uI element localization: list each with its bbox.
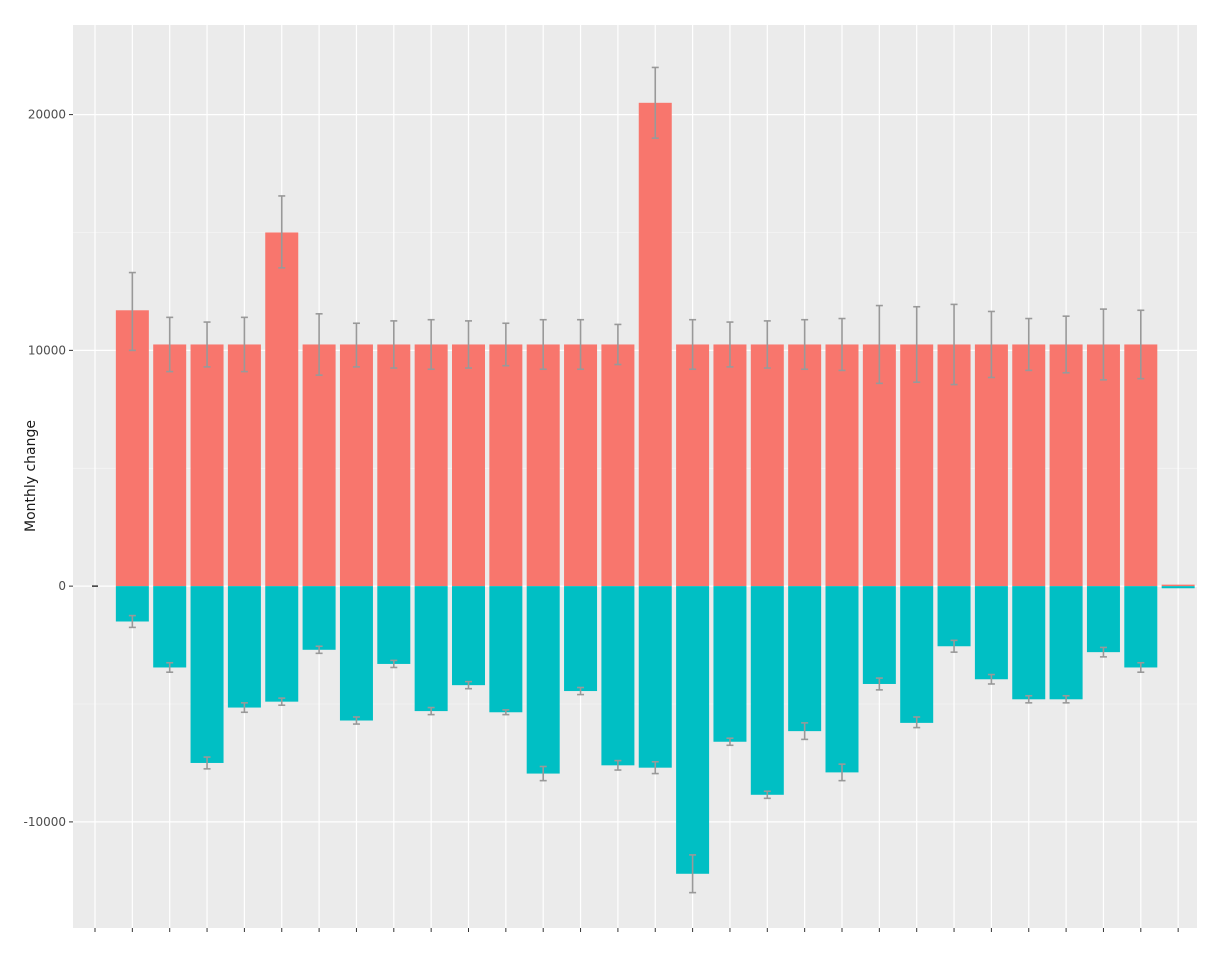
bar-negative (265, 586, 299, 702)
y-tick-label: 10000 (28, 343, 66, 357)
bar-negative (339, 586, 373, 721)
y-axis-title: Monthly change (23, 420, 39, 532)
error-bars (128, 66, 1145, 894)
bar-negative (900, 586, 934, 723)
bar-positive (190, 344, 224, 587)
bar-positive (339, 344, 373, 587)
bar-positive (1086, 344, 1120, 587)
bar-negative (825, 586, 859, 773)
bars (92, 102, 1195, 874)
bar-negative (377, 586, 411, 664)
bar-negative (638, 586, 672, 768)
bar-positive (1161, 584, 1195, 587)
bar-positive (676, 344, 710, 587)
bar-negative (452, 586, 485, 686)
x-axis (94, 928, 1179, 932)
bar-positive (750, 344, 784, 587)
bar-negative (713, 586, 747, 742)
bar-negative (190, 586, 224, 763)
bar-negative (489, 586, 523, 713)
bar-positive (452, 344, 485, 587)
bar-negative (601, 586, 635, 766)
bar-positive (601, 344, 635, 587)
bar-negative (750, 586, 784, 795)
bar-negative (153, 586, 187, 668)
bar-positive (1124, 344, 1158, 587)
bar-positive (115, 310, 149, 587)
y-axis: 20000 10000 0 -10000 (23, 108, 73, 829)
bar-positive (825, 344, 859, 587)
bar-negative (862, 586, 896, 684)
bar-positive (377, 344, 411, 587)
bar-positive (414, 344, 448, 587)
bar-positive (1012, 344, 1046, 587)
bar-positive (1049, 344, 1083, 587)
bar-negative (414, 586, 448, 712)
bar-negative (937, 586, 971, 647)
bar-negative (974, 586, 1008, 680)
bar-negative (1049, 586, 1083, 700)
bar-positive (489, 344, 523, 587)
bar-negative (1012, 586, 1046, 700)
bar-positive (153, 344, 187, 587)
bar-positive (900, 344, 934, 587)
bar-negative (788, 586, 822, 732)
bar-positive (713, 344, 747, 587)
bar-negative (676, 586, 710, 874)
bar-positive (974, 344, 1008, 587)
bar-positive (564, 344, 598, 587)
bar-negative (526, 586, 560, 774)
bar-negative (1086, 586, 1120, 653)
bar-negative (564, 586, 598, 692)
bar-positive (227, 344, 261, 587)
bar-negative (302, 586, 336, 650)
y-tick-label: 20000 (28, 108, 66, 122)
y-tick-label: -10000 (23, 815, 66, 829)
bar-positive (638, 102, 672, 587)
bar-negative (227, 586, 261, 708)
bar-positive (302, 344, 336, 587)
bar-positive (862, 344, 896, 587)
y-tick-label: 0 (58, 579, 66, 593)
bar-positive (788, 344, 822, 587)
bar-positive (526, 344, 560, 587)
bar-negative (1161, 586, 1195, 589)
bar-positive (265, 232, 299, 587)
bar-negative (1124, 586, 1158, 668)
